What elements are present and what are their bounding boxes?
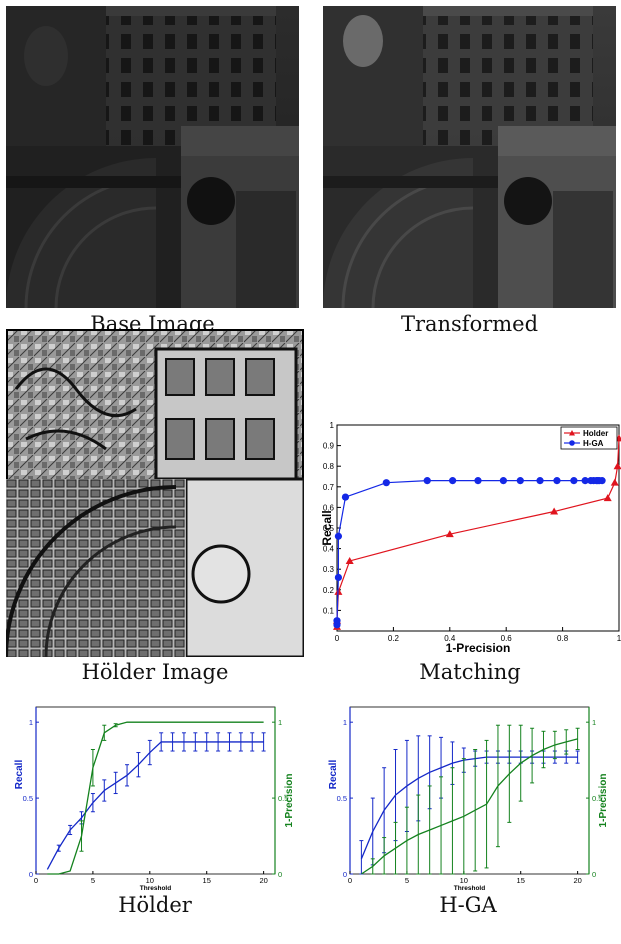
- data-point: [610, 478, 619, 486]
- x-tick-label: 1: [617, 634, 621, 643]
- x-tick-label: 0: [348, 876, 352, 885]
- caption-transformed: Transformed: [400, 312, 539, 336]
- data-point: [334, 532, 343, 540]
- series-line: [46, 741, 264, 870]
- x-tick-label: 0: [335, 634, 340, 643]
- data-point: [581, 477, 589, 485]
- data-point: [613, 462, 621, 470]
- matching-chart: 0.1 0.2 0.3 0.4 0.5 0.6 0.7 0.8 0.9 1 0 0.2 0.4 0.6 0.…: [320, 421, 621, 655]
- data-point: [449, 477, 457, 485]
- x-tick-label: 20: [259, 876, 267, 885]
- plot-area: [35, 706, 276, 875]
- y-tick-label: 0.9: [323, 442, 335, 451]
- base-image: [6, 6, 299, 308]
- y-tick-label: 0.3: [323, 565, 335, 574]
- data-point: [333, 617, 341, 625]
- legend-label: H-GA: [583, 439, 604, 448]
- legend-marker: [569, 440, 575, 446]
- series-right: [361, 724, 580, 875]
- data-point: [536, 477, 544, 485]
- legend-marker: [569, 430, 575, 436]
- y-tick-label: 0.4: [323, 545, 335, 554]
- y-tick-label-left: 0: [343, 870, 347, 879]
- x-tick-label: 0.6: [501, 634, 513, 643]
- series-right: [47, 721, 264, 875]
- x-axis-label: Threshold: [454, 885, 485, 890]
- caption-holder: Hölder: [118, 893, 192, 917]
- y-tick-label: 1: [330, 421, 335, 430]
- data-point: [516, 477, 524, 485]
- series-left: [46, 732, 266, 870]
- data-point: [603, 494, 612, 502]
- transformed-image: [323, 6, 616, 308]
- plot-area: [349, 706, 590, 875]
- y-tick-label: 0.1: [323, 606, 335, 615]
- data-point: [570, 477, 578, 485]
- data-point: [345, 556, 354, 564]
- y-axis-label-right: 1-Precision: [598, 774, 609, 828]
- data-point: [598, 477, 606, 485]
- x-tick-label: 5: [91, 876, 95, 885]
- data-point: [553, 477, 561, 485]
- y-tick-label-right: 0.5: [592, 794, 602, 803]
- data-point: [423, 477, 431, 485]
- x-tick-label: 10: [146, 876, 154, 885]
- x-tick-label: 15: [203, 876, 211, 885]
- y-tick-label-right: 0.5: [278, 794, 288, 803]
- y-axis-label-left: Recall: [14, 760, 25, 790]
- y-tick-label: 0.6: [323, 503, 335, 512]
- y-axis-label-right: 1-Precision: [284, 774, 295, 828]
- series-line: [360, 756, 578, 860]
- data-point: [341, 493, 350, 501]
- y-tick-label-right: 0: [278, 870, 282, 879]
- x-tick-label: 0.2: [388, 634, 400, 643]
- x-tick-label: 10: [460, 876, 468, 885]
- y-tick-label-left: 0.5: [23, 794, 33, 803]
- y-tick-label-right: 1: [592, 718, 596, 727]
- y-tick-label-right: 1: [278, 718, 282, 727]
- y-axis-label: Recall: [320, 510, 334, 545]
- x-tick-label: 20: [573, 876, 581, 885]
- y-tick-label: 0.7: [323, 483, 335, 492]
- series-line: [361, 738, 578, 875]
- data-point: [334, 573, 343, 582]
- y-tick-label-right: 0: [592, 870, 596, 879]
- data-point: [382, 479, 390, 487]
- x-tick-label: 0.4: [444, 634, 456, 643]
- y-tick-label: 0.5: [323, 524, 335, 533]
- y-tick-label-left: 0.5: [337, 794, 347, 803]
- y-tick-label-left: 1: [343, 718, 347, 727]
- caption-matching: Matching: [419, 660, 521, 684]
- data-point: [474, 477, 482, 485]
- x-tick-label: 15: [517, 876, 525, 885]
- data-point: [445, 530, 454, 538]
- holder-image: [6, 329, 304, 657]
- data-point: [499, 477, 507, 485]
- data-point: [550, 507, 559, 515]
- caption-holder-image: Hölder Image: [81, 660, 229, 684]
- y-axis-label-left: Recall: [328, 760, 339, 790]
- x-tick-label: 5: [405, 876, 409, 885]
- legend-label: Holder: [583, 429, 608, 438]
- y-tick-label: 0.2: [323, 586, 335, 595]
- y-tick-label-left: 0: [29, 870, 33, 879]
- x-tick-label: 0.8: [557, 634, 569, 643]
- series-line: [47, 721, 264, 875]
- x-axis-label: Threshold: [140, 885, 171, 890]
- y-tick-label-left: 1: [29, 718, 33, 727]
- x-axis-label: 1-Precision: [446, 641, 511, 655]
- y-tick-label: 0.8: [323, 462, 335, 471]
- x-tick-label: 0: [34, 876, 38, 885]
- caption-hga: H-GA: [439, 893, 497, 917]
